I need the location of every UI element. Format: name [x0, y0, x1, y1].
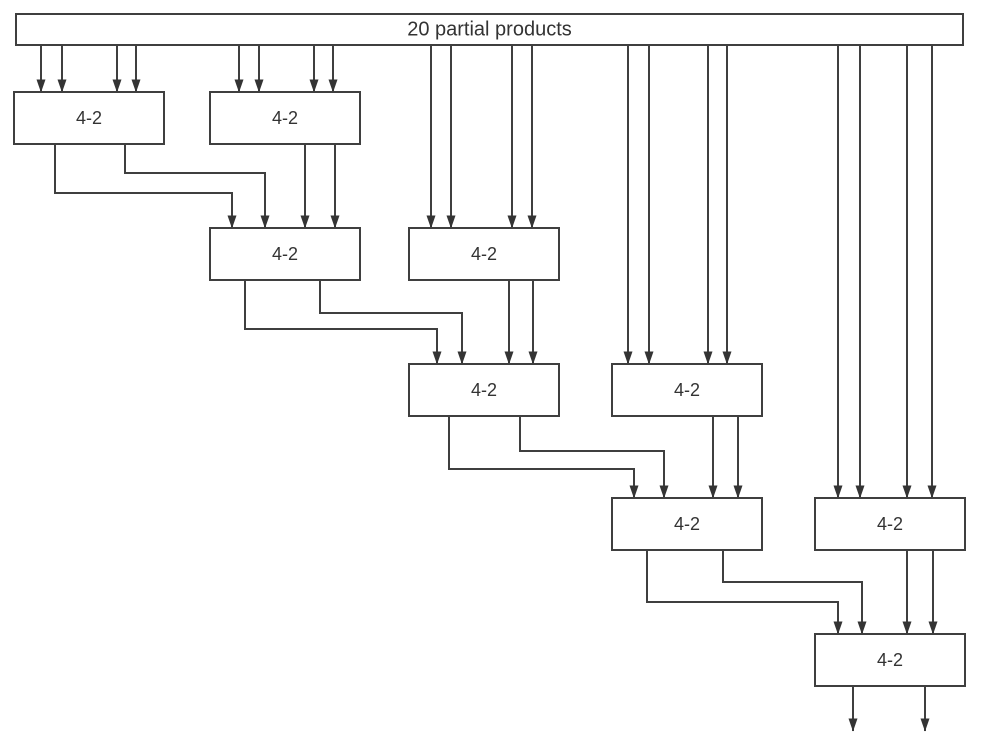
compressor-box-label-stage5: 4-2: [877, 650, 903, 670]
compressor-box-stage3-left: [408, 363, 560, 417]
stage4-left-out2-elbow-arrow: [722, 550, 867, 635]
partial-products-bar-label: 20 partial products: [407, 19, 572, 41]
compressor-box-label-stage1-right: 4-2: [272, 108, 298, 128]
compressor-box-stage5: [814, 633, 966, 687]
stage4-left-out1-elbow-arrow: [646, 550, 843, 635]
compressor-box-stage2-left: [209, 227, 361, 281]
compressor-box-stage3-right: [611, 363, 763, 417]
partial-products-bar: [15, 13, 964, 46]
compressor-box-stage1-left: [13, 91, 165, 145]
stage2-left-out1-elbow-arrow: [244, 280, 442, 365]
compressor-box-label-stage2-right: 4-2: [471, 244, 497, 264]
compressor-box-stage2-right: [408, 227, 560, 281]
compressor-box-label-stage2-left: 4-2: [272, 244, 298, 264]
compressor-box-label-stage3-left: 4-2: [471, 380, 497, 400]
compressor-box-label-stage4-left: 4-2: [674, 514, 700, 534]
compressor-box-stage4-left: [611, 497, 763, 551]
stage2-left-out2-elbow-arrow: [319, 280, 467, 365]
stage3-left-out2-elbow-arrow: [519, 416, 669, 499]
stage1-left-out2-elbow-arrow: [124, 144, 270, 229]
compressor-box-label-stage3-right: 4-2: [674, 380, 700, 400]
compressor-box-label-stage4-right: 4-2: [877, 514, 903, 534]
compressor-box-stage1-right: [209, 91, 361, 145]
stage3-left-out1-elbow-arrow: [448, 416, 639, 499]
compressor-box-stage4-right: [814, 497, 966, 551]
compressor-box-label-stage1-left: 4-2: [76, 108, 102, 128]
stage1-left-out1-elbow-arrow: [54, 144, 237, 229]
